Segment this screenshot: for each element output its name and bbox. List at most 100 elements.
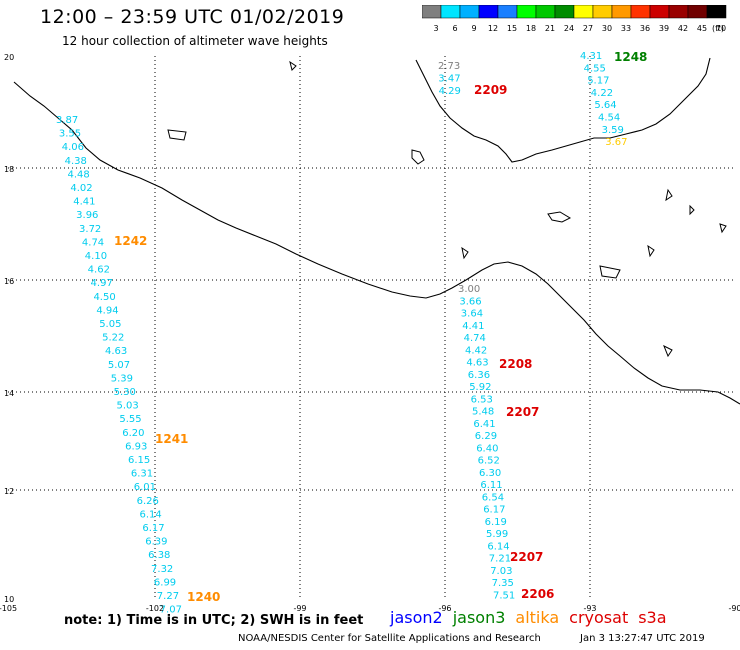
mexico-pacific-coastline xyxy=(13,81,740,405)
pass-time-label: 1248 xyxy=(614,50,647,64)
wave-height-value: 6.38 xyxy=(148,550,170,561)
wave-height-labels: 3.87 3.55 4.06 4.38 4.48 4.02 4.41 3.96 3.72 4.74… xyxy=(56,51,627,616)
coastline xyxy=(13,57,740,405)
wave-height-value: 6.54 xyxy=(482,492,504,503)
wave-height-value: 3.64 xyxy=(461,309,483,320)
wave-height-value: 3.55 xyxy=(59,129,81,140)
wave-height-colorbar: 3 6 9 12 15 18 21 24 27 30 33 36 39 42 45 70(ft) xyxy=(422,5,727,33)
wave-height-value: 5.22 xyxy=(102,333,124,344)
wave-height-value: 3.67 xyxy=(605,137,627,148)
wave-height-value: 6.29 xyxy=(475,431,497,442)
units-note: note: 1) Time is in UTC; 2) SWH is in fe… xyxy=(64,613,364,628)
colorbar-label: 33 xyxy=(621,24,631,33)
wave-height-value: 6.26 xyxy=(137,496,159,507)
pass-time-label: 1241 xyxy=(155,432,188,446)
lon-label: -105 xyxy=(0,604,17,613)
wave-height-value: 4.02 xyxy=(70,183,92,194)
wave-height-value: 5.07 xyxy=(108,360,130,371)
colorbar-unit: (ft) xyxy=(712,24,724,33)
wave-height-value: 4.94 xyxy=(96,305,118,316)
wave-height-value: 6.41 xyxy=(473,419,495,430)
wave-height-value: 5.30 xyxy=(114,387,136,398)
wave-height-value: 6.52 xyxy=(478,456,500,467)
wave-height-value: 7.03 xyxy=(490,566,512,577)
map-title: 12:00 – 23:59 UTC 01/02/2019 xyxy=(40,6,345,28)
satellite-legend: jason2 jason3 altika cryosat s3a xyxy=(390,608,677,627)
wave-height-value: 3.72 xyxy=(79,224,101,235)
legend-jason3: jason3 xyxy=(452,608,506,627)
wave-height-value: 6.39 xyxy=(145,537,167,548)
pass-time-label: 2206 xyxy=(521,587,554,601)
wave-height-value: 6.31 xyxy=(131,469,153,480)
lon-label: -90 xyxy=(728,604,740,613)
colorbar-label: 45 xyxy=(697,24,707,33)
wave-height-value: 5.03 xyxy=(116,401,138,412)
lon-label: -96 xyxy=(438,604,451,613)
wave-height-value: 4.63 xyxy=(466,358,488,369)
wave-height-value: 4.06 xyxy=(62,142,84,153)
wave-height-value: 6.30 xyxy=(479,468,501,479)
colorbar-label: 36 xyxy=(640,24,650,33)
lon-label: -93 xyxy=(583,604,596,613)
wave-height-value: 4.41 xyxy=(462,321,484,332)
wave-height-value: 7.51 xyxy=(493,590,515,601)
wave-height-value: 7.32 xyxy=(151,564,173,575)
wave-height-value: 7.27 xyxy=(157,591,179,602)
wave-height-value: 6.36 xyxy=(468,370,490,381)
wave-height-value: 4.31 xyxy=(580,51,602,62)
wave-height-value: 3.87 xyxy=(56,115,78,126)
wave-height-value: 4.48 xyxy=(68,169,90,180)
wave-height-value: 5.55 xyxy=(119,414,141,425)
colorbar-label: 15 xyxy=(507,24,517,33)
wave-height-value: 6.19 xyxy=(485,517,507,528)
wave-height-value: 3.59 xyxy=(602,125,624,136)
lat-label: 12 xyxy=(4,487,14,496)
wave-height-value: 6.14 xyxy=(140,509,162,520)
colorbar-label: 9 xyxy=(471,24,476,33)
colorbar-label: 24 xyxy=(564,24,574,33)
wave-height-value: 4.63 xyxy=(105,346,127,357)
wave-height-value: 4.22 xyxy=(591,88,613,99)
wave-height-value: 4.55 xyxy=(584,63,606,74)
wave-height-value: 6.14 xyxy=(487,541,509,552)
wave-height-value: 6.01 xyxy=(134,482,156,493)
wave-height-value: 4.54 xyxy=(598,113,620,124)
wave-height-value: 7.35 xyxy=(492,578,514,589)
wave-height-value: 4.38 xyxy=(65,156,87,167)
footer-timestamp: Jan 3 13:27:47 UTC 2019 xyxy=(580,633,705,644)
pass-time-labels: 1248 2209 1242 2208 2207 1241 2207 1240 2206 xyxy=(114,50,647,604)
colorbar-label: 21 xyxy=(545,24,555,33)
wave-height-value: 5.99 xyxy=(486,529,508,540)
wave-height-value: 6.17 xyxy=(142,523,164,534)
pass-time-label: 2207 xyxy=(506,405,539,419)
lat-label: 14 xyxy=(4,389,14,398)
legend-cryosat: cryosat xyxy=(569,608,629,627)
lon-label: -99 xyxy=(293,604,306,613)
lat-label: 20 xyxy=(4,53,14,62)
wave-height-value: 5.05 xyxy=(99,319,121,330)
islands xyxy=(167,60,727,358)
legend-s3a: s3a xyxy=(638,608,667,627)
axis-labels: 20 18 16 14 12 10-105 -102 -99 -96 -93 -90 xyxy=(0,53,740,613)
pass-time-label: 2208 xyxy=(499,357,532,371)
wave-height-value: 6.99 xyxy=(154,577,176,588)
gulf-of-mexico-coastline xyxy=(415,57,711,163)
wave-height-value: 5.17 xyxy=(587,76,609,87)
wave-height-value: 5.48 xyxy=(472,407,494,418)
wave-height-value: 6.20 xyxy=(122,428,144,439)
wave-height-value: 6.11 xyxy=(480,480,502,491)
wave-height-value: 5.92 xyxy=(469,382,491,393)
wave-height-value: 4.74 xyxy=(82,237,104,248)
wave-height-value: 6.40 xyxy=(476,443,498,454)
wave-height-value: 6.53 xyxy=(471,394,493,405)
colorbar-label: 30 xyxy=(602,24,612,33)
wave-height-value: 4.74 xyxy=(464,333,486,344)
lat-label: 18 xyxy=(4,165,14,174)
wave-height-value: 5.39 xyxy=(111,373,133,384)
map-subtitle: 12 hour collection of altimeter wave hei… xyxy=(62,34,328,48)
legend-jason2: jason2 xyxy=(390,608,443,627)
wave-height-value: 4.29 xyxy=(439,86,461,97)
wave-height-value: 3.96 xyxy=(76,210,98,221)
wave-height-value: 2.73 xyxy=(438,61,460,72)
